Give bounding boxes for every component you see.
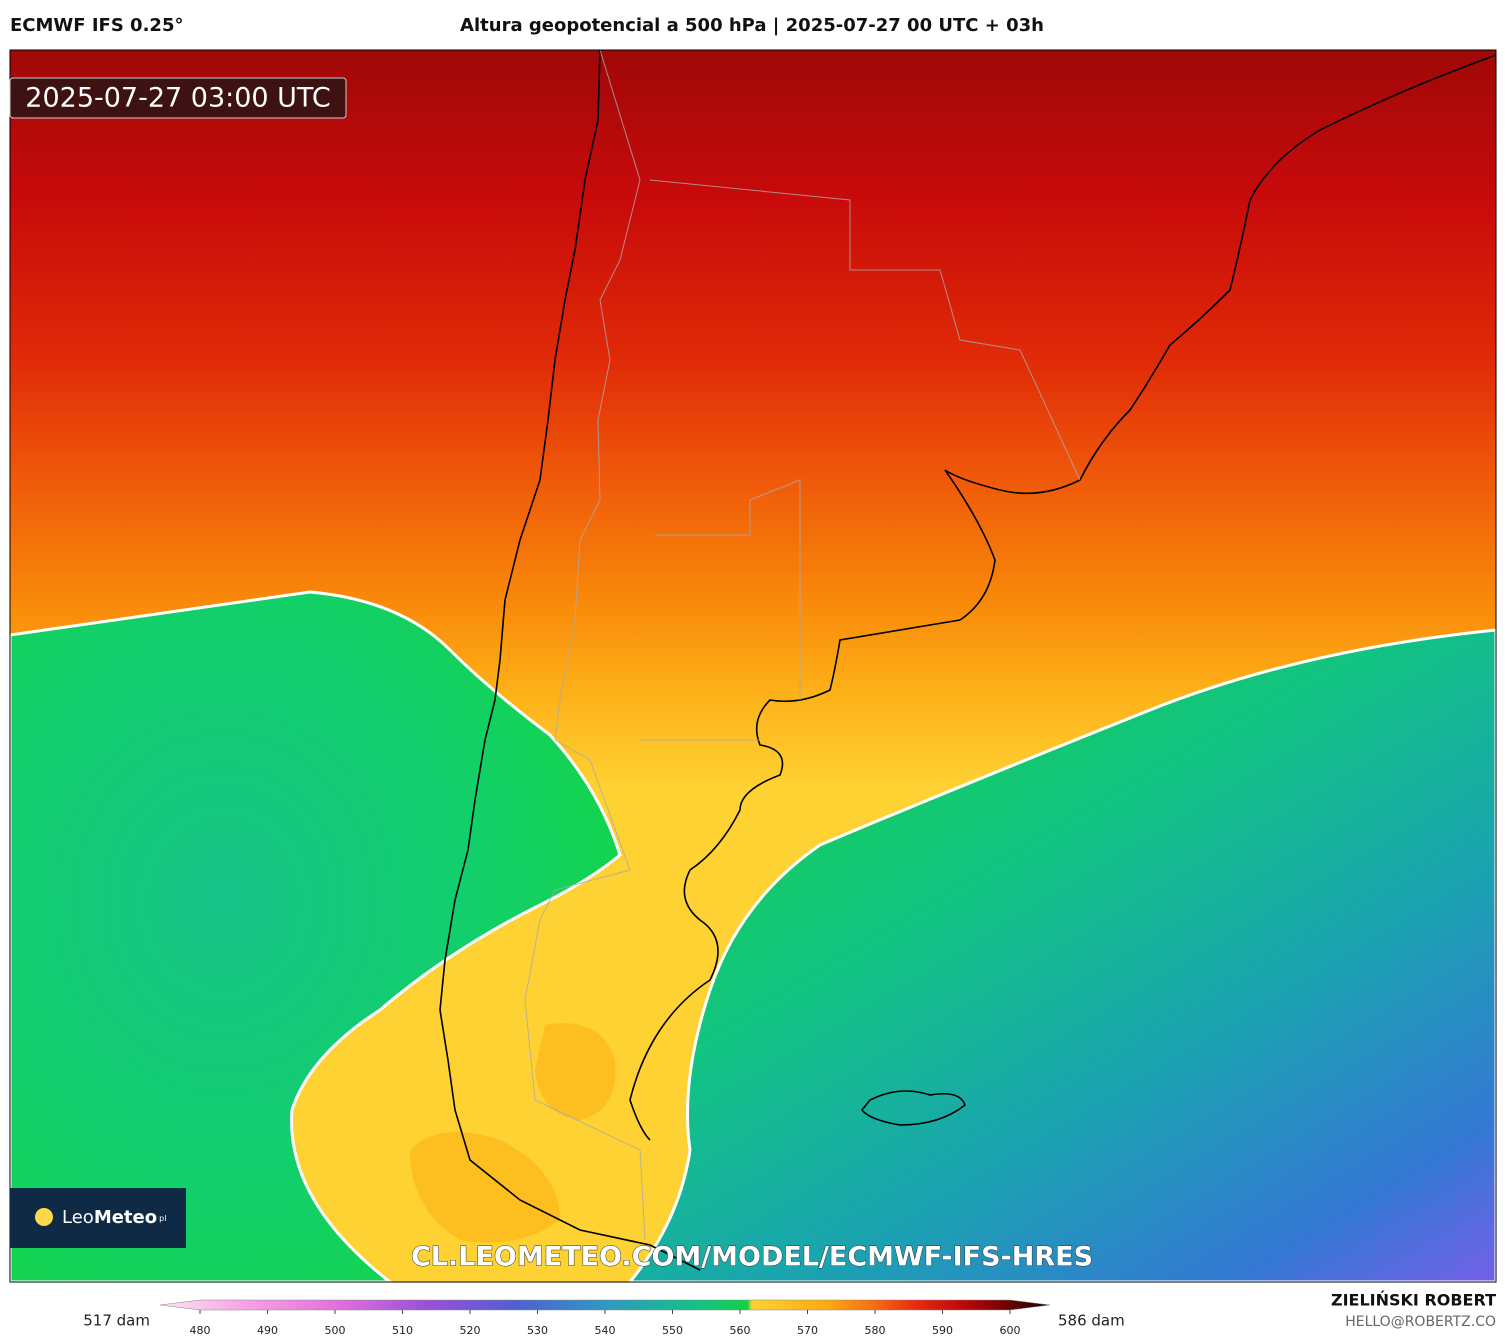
coastline (439, 50, 1496, 1271)
watermark: CL.LEOMETEO.COM/MODEL/ECMWF-IFS-HRES (411, 1242, 1093, 1273)
colorbar-tick-label: 580 (865, 1324, 886, 1337)
colorbar-tick-label: 570 (797, 1324, 818, 1337)
logo-sun (35, 1208, 53, 1226)
timestamp: 2025-07-27 03:00 UTC (25, 83, 330, 114)
model-name: ECMWF IFS 0.25° (10, 15, 183, 36)
orange-core (410, 1023, 616, 1243)
colorbar-tick-label: 490 (257, 1324, 278, 1337)
timestamp-box (9, 77, 347, 119)
map-title: Altura geopotencial a 500 hPa | 2025-07-… (460, 15, 1044, 36)
email: HELLO@ROBERTZ.CO (1345, 1314, 1496, 1330)
colorbar-min: 517 dam (83, 1312, 150, 1330)
borders (524, 50, 1081, 1241)
colorbar: 480 490 500 510 520 530 540 550 560 570 580 590 600 (159, 1299, 1051, 1337)
colorbar-tick-label: 540 (595, 1324, 616, 1337)
colorbar-tick-label: 510 (392, 1324, 413, 1337)
colorbar-tick-label: 520 (460, 1324, 481, 1337)
author: ZIELIŃSKI ROBERT (1331, 1291, 1496, 1310)
colorbar-tick-label: 500 (325, 1324, 346, 1337)
map-frame (9, 49, 1497, 1283)
logo-text: LeoMeteo pl (62, 1207, 166, 1228)
logo-bold: Meteo (94, 1207, 157, 1228)
map (10, 50, 1496, 1282)
logo-suffix: pl (159, 1214, 166, 1223)
colorbar-tick-label: 530 (527, 1324, 548, 1337)
low-field-east (628, 628, 1496, 1282)
colorbar-bar (159, 1299, 1051, 1311)
colorbar-max: 586 dam (1058, 1312, 1125, 1330)
low-field-west (10, 590, 622, 1282)
logo-light: Leo (62, 1207, 94, 1228)
colorbar-tick-label: 560 (730, 1324, 751, 1337)
colorbar-tick-label: 550 (662, 1324, 683, 1337)
colorbar-tick-label: 590 (932, 1324, 953, 1337)
colorbar-tick-label: 480 (190, 1324, 211, 1337)
colorbar-tick-label: 600 (1000, 1324, 1021, 1337)
